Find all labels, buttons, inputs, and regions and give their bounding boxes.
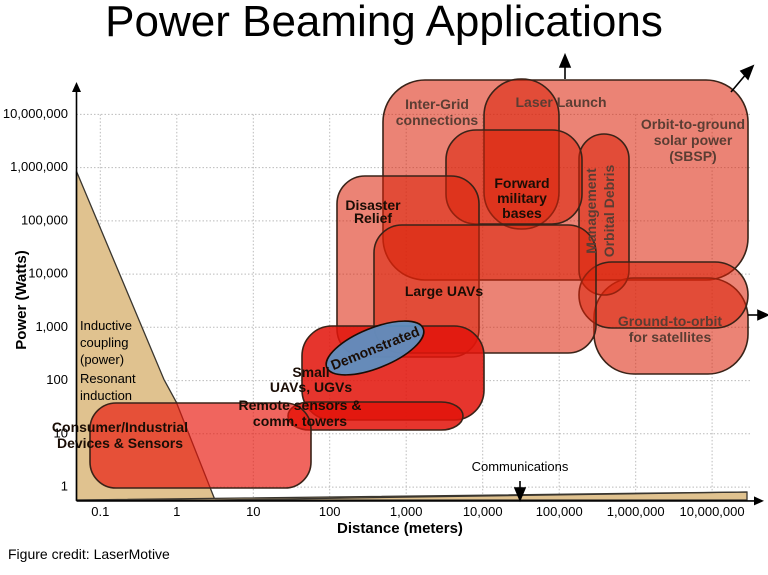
svg-text:10,000: 10,000 [28, 266, 68, 281]
svg-text:1,000: 1,000 [390, 504, 423, 519]
svg-text:100,000: 100,000 [536, 504, 583, 519]
svg-text:1: 1 [61, 479, 68, 494]
svg-text:Laser Launch: Laser Launch [515, 94, 606, 110]
svg-text:10,000,000: 10,000,000 [680, 504, 745, 519]
svg-text:0.1: 0.1 [91, 504, 109, 519]
svg-text:1: 1 [173, 504, 180, 519]
svg-text:10,000: 10,000 [463, 504, 503, 519]
svg-text:Orbit-to-ground: Orbit-to-ground [641, 116, 745, 132]
svg-text:Forward: Forward [494, 175, 549, 191]
svg-text:coupling: coupling [80, 335, 128, 350]
svg-text:1,000: 1,000 [35, 319, 68, 334]
svg-text:100: 100 [319, 504, 341, 519]
svg-text:military: military [497, 190, 547, 206]
svg-text:bases: bases [502, 205, 542, 221]
svg-text:Inductive: Inductive [80, 318, 132, 333]
svg-text:connections: connections [396, 112, 479, 128]
svg-text:10: 10 [246, 504, 260, 519]
svg-text:100: 100 [46, 372, 68, 387]
svg-text:Orbital Debris: Orbital Debris [601, 165, 617, 258]
svg-text:10: 10 [54, 425, 68, 440]
svg-text:(power): (power) [80, 352, 124, 367]
svg-text:Communications: Communications [472, 459, 569, 474]
svg-text:1,000,000: 1,000,000 [10, 159, 68, 174]
svg-text:10,000,000: 10,000,000 [3, 106, 68, 121]
svg-text:induction: induction [80, 388, 132, 403]
svg-text:Consumer/Industrial: Consumer/Industrial [52, 419, 188, 435]
svg-text:Inter-Grid: Inter-Grid [405, 96, 469, 112]
svg-text:Management: Management [583, 168, 599, 254]
svg-text:(SBSP): (SBSP) [669, 148, 716, 164]
svg-text:comm. towers: comm. towers [253, 413, 347, 429]
svg-text:Distance (meters): Distance (meters) [337, 520, 463, 537]
svg-text:1,000,000: 1,000,000 [607, 504, 665, 519]
svg-text:UAVs, UGVs: UAVs, UGVs [270, 379, 352, 395]
svg-text:Large UAVs: Large UAVs [405, 283, 484, 299]
svg-text:Small: Small [292, 364, 329, 380]
svg-text:Remote sensors &: Remote sensors & [239, 397, 362, 413]
svg-text:solar power: solar power [654, 132, 733, 148]
svg-text:for satellites: for satellites [629, 329, 712, 345]
svg-text:Power (Watts): Power (Watts) [13, 250, 30, 349]
svg-text:Ground-to-orbit: Ground-to-orbit [618, 313, 723, 329]
svg-text:100,000: 100,000 [21, 213, 68, 228]
svg-text:Relief: Relief [354, 210, 392, 226]
svg-text:Resonant: Resonant [80, 371, 136, 386]
